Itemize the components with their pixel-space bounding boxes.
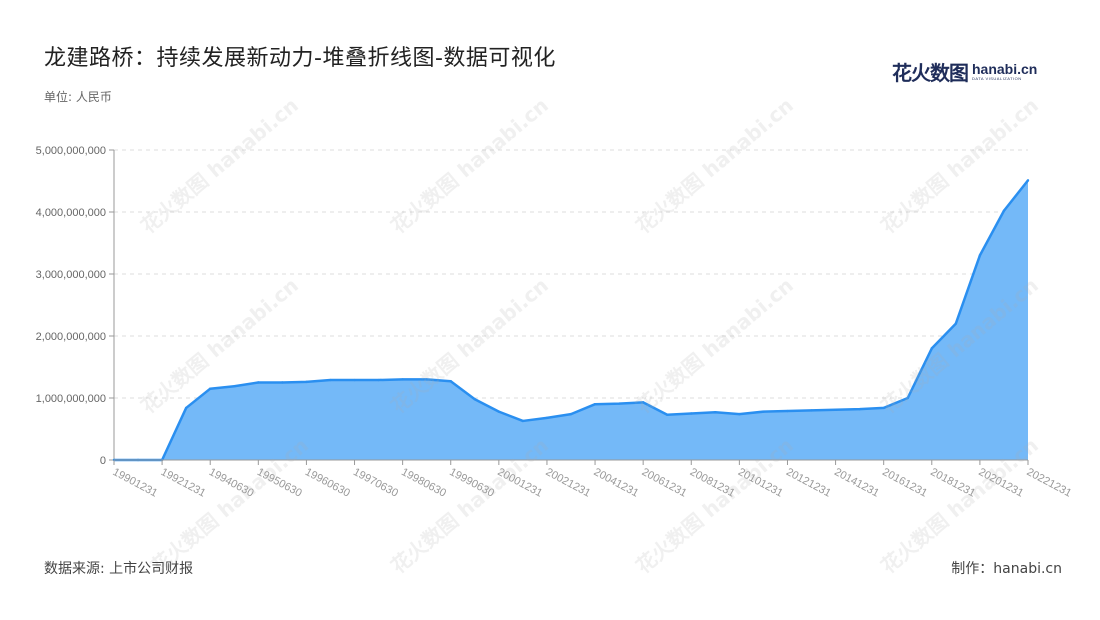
x-tick-label: 20161231	[880, 466, 929, 500]
y-tick-label: 0	[100, 455, 106, 467]
area-series	[112, 179, 1030, 462]
x-tick-label: 20001231	[495, 466, 544, 500]
data-point	[569, 412, 573, 416]
data-point	[329, 378, 332, 382]
chart-title: 龙建路桥：持续发展新动力-堆叠折线图-数据可视化	[44, 46, 556, 71]
unit-label: 单位: 人民币	[44, 90, 112, 104]
data-point	[377, 378, 380, 382]
data-point	[1002, 209, 1006, 212]
data-point	[882, 406, 885, 410]
x-tick-label: 20021231	[544, 466, 593, 500]
data-point	[786, 409, 789, 413]
data-source: 数据来源: 上市公司财报	[44, 561, 194, 577]
data-point	[641, 401, 645, 404]
data-point	[257, 381, 260, 384]
data-point	[834, 408, 837, 411]
data-point	[425, 378, 428, 381]
data-point	[762, 410, 765, 413]
data-point	[233, 385, 236, 388]
y-axis: 0 1,000,000,000 2,000,000,000 3,000,000,000…	[36, 145, 115, 467]
maker-credit: 制作：hanabi.cn	[951, 561, 1062, 577]
x-tick-label: 20181231	[928, 466, 977, 500]
data-point	[617, 402, 621, 405]
data-point	[545, 416, 549, 420]
x-tick-label: 20221231	[1025, 466, 1074, 500]
data-point	[714, 411, 717, 414]
data-point	[666, 413, 669, 416]
data-point	[690, 412, 693, 415]
grid-lines	[114, 149, 1028, 399]
x-tick-label: 19950630	[255, 466, 304, 500]
data-point	[1026, 179, 1030, 182]
x-tick-label: 19990630	[447, 466, 496, 500]
data-point	[401, 378, 404, 381]
data-point	[858, 407, 861, 411]
data-point	[209, 387, 212, 390]
data-point	[184, 406, 188, 410]
logo-subtext: DATA VISUALIZATION	[972, 75, 1022, 81]
data-point	[521, 419, 525, 423]
x-tick-label: 19921231	[159, 466, 208, 500]
x-tick-label: 20101231	[736, 466, 785, 500]
y-tick-label: 4,000,000,000	[36, 207, 106, 219]
data-point	[497, 410, 501, 413]
data-point	[954, 322, 958, 325]
y-tick-label: 2,000,000,000	[36, 331, 106, 343]
x-tick-label: 20081231	[688, 466, 737, 500]
data-point	[738, 412, 741, 416]
x-tick-label: 19960630	[303, 466, 352, 500]
data-point	[906, 396, 909, 400]
x-tick-label: 20141231	[832, 466, 881, 500]
data-point	[305, 380, 308, 384]
logo-text-en: hanabi.cn	[972, 60, 1038, 77]
logo-text-cn: 花火数图	[892, 60, 969, 85]
data-point	[930, 347, 933, 350]
data-point	[593, 403, 597, 406]
data-point	[978, 254, 982, 257]
area-fill	[114, 180, 1028, 460]
y-tick-label: 1,000,000,000	[36, 393, 106, 405]
data-point	[449, 380, 452, 383]
y-tick-label: 5,000,000,000	[36, 145, 106, 157]
x-tick-label: 20201231	[976, 466, 1025, 500]
brand-logo: 花火数图 hanabi.cn DATA VISUALIZATION	[892, 58, 1038, 85]
data-point	[473, 398, 476, 401]
x-tick-label: 19970630	[351, 466, 400, 500]
data-point	[353, 378, 356, 382]
data-point	[810, 409, 813, 412]
data-point	[281, 381, 284, 384]
x-tick-label: 19901231	[111, 466, 160, 500]
x-tick-label: 20041231	[592, 466, 641, 500]
x-axis: 19901231 19921231 19940630 19950630 19960630…	[111, 459, 1074, 500]
x-tick-label: 19980630	[399, 466, 448, 500]
x-tick-label: 19940630	[207, 466, 256, 500]
x-tick-label: 20121231	[784, 466, 833, 500]
y-tick-label: 3,000,000,000	[36, 269, 106, 281]
x-tick-label: 20061231	[640, 466, 689, 500]
